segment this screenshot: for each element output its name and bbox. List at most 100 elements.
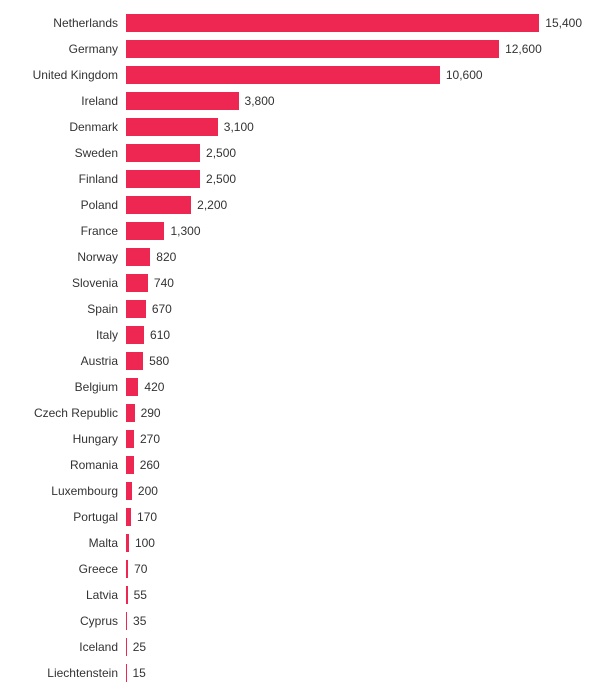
bar-value: 100	[135, 536, 155, 550]
bar-value: 260	[140, 458, 160, 472]
bar-value: 25	[133, 640, 146, 654]
bar-value: 35	[133, 614, 146, 628]
bar-row: Netherlands15,400	[0, 12, 582, 35]
bar-fill	[126, 612, 127, 630]
bar-track: 3,100	[126, 116, 582, 139]
bar-label: Belgium	[0, 380, 126, 394]
bar-fill	[126, 352, 143, 370]
bar-value: 1,300	[170, 224, 200, 238]
bar-fill	[126, 66, 440, 84]
bar-fill	[126, 274, 148, 292]
bar-value: 70	[134, 562, 147, 576]
bar-row: Slovenia 740	[0, 272, 582, 295]
bar-label: Poland	[0, 198, 126, 212]
bar-track: 100	[126, 532, 582, 555]
bar-label: Malta	[0, 536, 126, 550]
bar-fill	[126, 326, 144, 344]
bar-fill	[126, 560, 128, 578]
bar-label: Germany	[0, 42, 126, 56]
bar-value: 55	[134, 588, 147, 602]
bar-fill	[126, 508, 131, 526]
bar-fill	[126, 196, 191, 214]
bar-label: Finland	[0, 172, 126, 186]
bar-label: Greece	[0, 562, 126, 576]
bar-label: Portugal	[0, 510, 126, 524]
bar-label: Austria	[0, 354, 126, 368]
bar-value: 290	[141, 406, 161, 420]
bar-row: Germany12,600	[0, 38, 582, 61]
bar-track: 580	[126, 350, 582, 373]
bar-track: 2,200	[126, 194, 582, 217]
horizontal-bar-chart: Netherlands15,400 Germany12,600 United Kin…	[0, 0, 600, 700]
bar-label: Italy	[0, 328, 126, 342]
bar-row: Romania 260	[0, 454, 582, 477]
bar-fill	[126, 586, 128, 604]
bar-value: 15	[132, 666, 145, 680]
bar-track: 55	[126, 584, 582, 607]
bar-row: Cyprus35	[0, 610, 582, 633]
bar-value: 610	[150, 328, 170, 342]
bar-track: 1,300	[126, 220, 582, 243]
bar-fill	[126, 248, 150, 266]
bar-row: Hungary 270	[0, 428, 582, 451]
bar-value: 10,600	[446, 68, 483, 82]
bar-track: 740	[126, 272, 582, 295]
bar-fill	[126, 404, 135, 422]
bar-fill	[126, 300, 146, 318]
bar-row: Austria580	[0, 350, 582, 373]
bar-row: Luxembourg 200	[0, 480, 582, 503]
bar-value: 200	[138, 484, 158, 498]
bar-row: Finland 2,500	[0, 168, 582, 191]
bar-label: France	[0, 224, 126, 238]
bar-track: 15,400	[126, 12, 582, 35]
bar-row: Malta 100	[0, 532, 582, 555]
bar-fill	[126, 482, 132, 500]
bar-track: 260	[126, 454, 582, 477]
bar-value: 2,200	[197, 198, 227, 212]
bar-row: Spain670	[0, 298, 582, 321]
bar-row: Sweden2,500	[0, 142, 582, 165]
bar-label: Liechtenstein	[0, 666, 126, 680]
bar-value: 670	[152, 302, 172, 316]
bar-label: Hungary	[0, 432, 126, 446]
bar-row: Italy 610	[0, 324, 582, 347]
bar-label: Romania	[0, 458, 126, 472]
bar-track: 15	[126, 662, 582, 685]
bar-track: 420	[126, 376, 582, 399]
bar-track: 10,600	[126, 64, 582, 87]
bar-track: 2,500	[126, 142, 582, 165]
bar-fill	[126, 14, 539, 32]
bar-label: Denmark	[0, 120, 126, 134]
bar-row: Belgium 420	[0, 376, 582, 399]
bar-track: 670	[126, 298, 582, 321]
bar-label: Iceland	[0, 640, 126, 654]
bar-value: 2,500	[206, 172, 236, 186]
bar-row: Liechtenstein 15	[0, 662, 582, 685]
bar-fill	[126, 456, 134, 474]
bar-value: 270	[140, 432, 160, 446]
bar-label: Luxembourg	[0, 484, 126, 498]
bar-row: France 1,300	[0, 220, 582, 243]
bar-track: 270	[126, 428, 582, 451]
bar-row: Iceland 25	[0, 636, 582, 659]
bar-track: 170	[126, 506, 582, 529]
bar-fill	[126, 222, 164, 240]
bar-value: 2,500	[206, 146, 236, 160]
bar-track: 25	[126, 636, 582, 659]
bar-fill	[126, 118, 218, 136]
bar-track: 12,600	[126, 38, 582, 61]
bar-track: 35	[126, 610, 582, 633]
bar-value: 420	[144, 380, 164, 394]
bar-track: 290	[126, 402, 582, 425]
bar-value: 820	[156, 250, 176, 264]
bar-label: Czech Republic	[0, 406, 126, 420]
bar-track: 610	[126, 324, 582, 347]
bar-label: Slovenia	[0, 276, 126, 290]
bar-row: United Kingdom10,600	[0, 64, 582, 87]
bar-track: 200	[126, 480, 582, 503]
bar-fill	[126, 170, 200, 188]
bar-track: 70	[126, 558, 582, 581]
bar-value: 740	[154, 276, 174, 290]
bar-value: 170	[137, 510, 157, 524]
bar-fill	[126, 430, 134, 448]
